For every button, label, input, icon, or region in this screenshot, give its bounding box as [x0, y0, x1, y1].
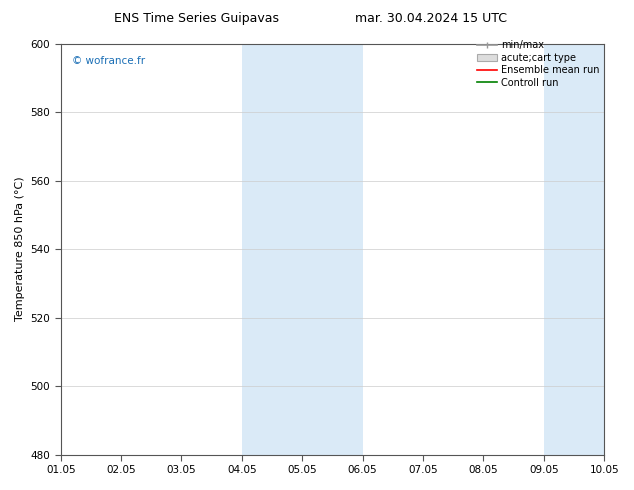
Y-axis label: Temperature 850 hPa (°C): Temperature 850 hPa (°C) — [15, 177, 25, 321]
Bar — [242, 44, 363, 455]
Text: ENS Time Series Guipavas: ENS Time Series Guipavas — [114, 12, 279, 25]
Bar — [544, 44, 604, 455]
Text: © wofrance.fr: © wofrance.fr — [72, 56, 145, 66]
Text: mar. 30.04.2024 15 UTC: mar. 30.04.2024 15 UTC — [355, 12, 507, 25]
Legend: min/max, acute;cart type, Ensemble mean run, Controll run: min/max, acute;cart type, Ensemble mean … — [474, 36, 603, 92]
